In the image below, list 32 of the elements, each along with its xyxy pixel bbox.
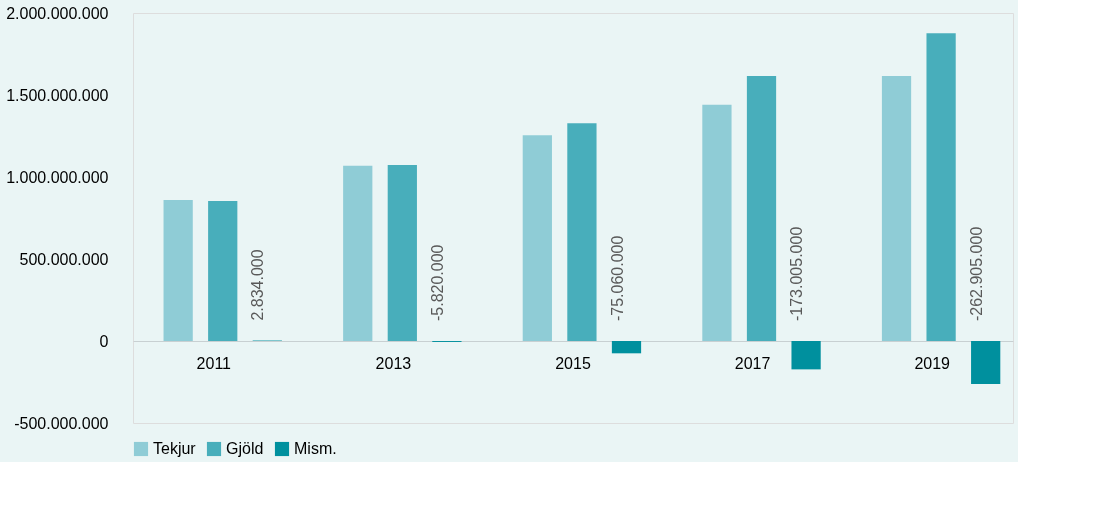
y-tick-label: 0 bbox=[99, 332, 109, 350]
legend-label: Mism. bbox=[294, 440, 337, 457]
data-label: -75.060.000 bbox=[608, 235, 626, 321]
y-tick-label: 1.000.000.000 bbox=[6, 168, 109, 186]
bar bbox=[208, 201, 238, 341]
x-tick-label: 2017 bbox=[734, 354, 771, 372]
bar bbox=[387, 165, 417, 341]
bar bbox=[163, 200, 193, 341]
x-tick-label: 2011 bbox=[196, 354, 232, 372]
data-label: -262.905.000 bbox=[967, 226, 985, 321]
bar bbox=[611, 341, 642, 354]
bar bbox=[522, 135, 552, 341]
legend-label: Tekjur bbox=[153, 440, 197, 457]
bar bbox=[567, 123, 597, 341]
bar bbox=[926, 33, 956, 341]
data-label: 2.834.000 bbox=[249, 249, 267, 321]
x-tick-label: 2013 bbox=[375, 354, 412, 372]
data-label: -173.005.000 bbox=[788, 226, 806, 321]
legend-label: Gjöld bbox=[226, 440, 264, 457]
y-tick-label: 2.000.000.000 bbox=[6, 4, 109, 22]
bar bbox=[343, 165, 373, 341]
bar bbox=[881, 75, 912, 341]
y-tick-label: 1.500.000.000 bbox=[6, 86, 109, 104]
bar bbox=[791, 341, 821, 370]
bar bbox=[746, 75, 777, 341]
bar bbox=[702, 104, 732, 341]
x-tick-label: 2015 bbox=[555, 354, 591, 372]
data-label: -5.820.000 bbox=[428, 244, 446, 321]
y-tick-label: 500.000.000 bbox=[19, 250, 109, 268]
x-tick-label: 2019 bbox=[914, 354, 951, 372]
y-tick-label: -500.000.000 bbox=[14, 414, 109, 432]
bar bbox=[971, 341, 1001, 385]
